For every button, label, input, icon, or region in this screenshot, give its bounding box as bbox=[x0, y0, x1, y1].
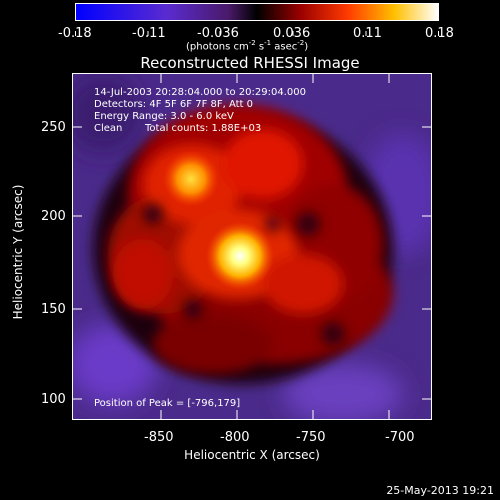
colorbar-tick-label: -0.11 bbox=[132, 26, 166, 41]
colorbar-tick-label: 0.036 bbox=[273, 26, 311, 41]
colorbar-units: (photons cm-2 s-1 asec-2) bbox=[186, 39, 309, 53]
x-tick-label: -800 bbox=[220, 430, 250, 445]
y-tick-label: 200 bbox=[41, 209, 66, 224]
colorbar-gradient bbox=[76, 4, 438, 20]
x-tick-label: -700 bbox=[385, 430, 415, 445]
colorbar-tick-label: 0.18 bbox=[425, 26, 454, 41]
y-tick-label: 100 bbox=[41, 392, 66, 407]
peak-position-label: Position of Peak = [-796,179] bbox=[94, 398, 241, 409]
rhessi-image bbox=[72, 73, 432, 420]
y-tick-label: 150 bbox=[41, 302, 66, 317]
x-tick-label: -850 bbox=[144, 430, 174, 445]
rhessi-map bbox=[73, 74, 431, 419]
datestamp: 25-May-2013 19:21 bbox=[386, 484, 494, 497]
colorbar-ticks bbox=[75, 21, 439, 36]
colorbar bbox=[75, 3, 439, 21]
colorbar-tick-label: 0.11 bbox=[353, 26, 382, 41]
x-axis-label: Heliocentric X (arcsec) bbox=[184, 448, 320, 462]
y-axis-label: Heliocentric Y (arcsec) bbox=[11, 184, 25, 320]
plot-title: Reconstructed RHESSI Image bbox=[140, 54, 360, 72]
x-tick-label: -750 bbox=[296, 430, 326, 445]
energy-range-label: Energy Range: 3.0 - 6.0 keV bbox=[94, 111, 234, 122]
colorbar-tick-label: -0.036 bbox=[197, 26, 239, 41]
y-tick-label: 250 bbox=[41, 120, 66, 135]
colorbar-tick-label: -0.18 bbox=[58, 26, 92, 41]
time-range-label: 14-Jul-2003 20:28:04.000 to 20:29:04.000 bbox=[94, 87, 306, 98]
detectors-label: Detectors: 4F 5F 6F 7F 8F, Att 0 bbox=[94, 99, 254, 110]
total-counts-label: Total counts: 1.88E+03 bbox=[145, 123, 262, 134]
algorithm-label: Clean bbox=[94, 123, 123, 134]
